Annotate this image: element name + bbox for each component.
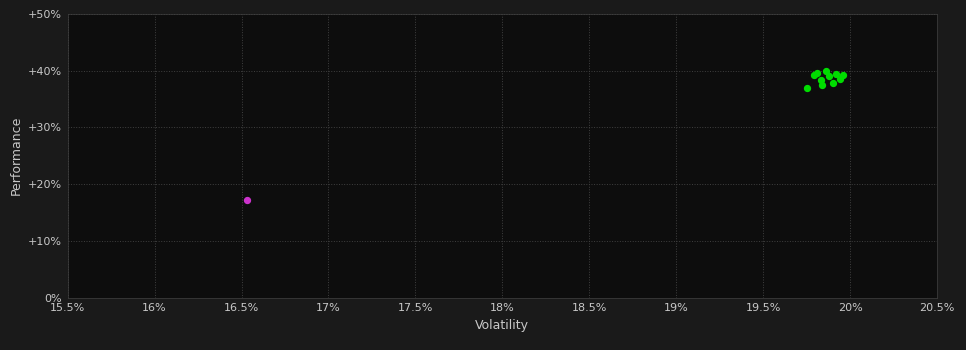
Point <box>814 82 830 88</box>
Point <box>806 72 821 77</box>
Point <box>829 71 844 76</box>
Point <box>239 197 254 203</box>
Y-axis label: Performance: Performance <box>10 116 22 195</box>
Point <box>825 80 840 86</box>
Point <box>821 74 837 79</box>
Point <box>799 85 814 91</box>
Point <box>836 72 851 78</box>
Point <box>812 78 828 83</box>
Point <box>810 70 825 76</box>
X-axis label: Volatility: Volatility <box>475 318 529 331</box>
Point <box>818 68 834 74</box>
Point <box>832 76 847 82</box>
